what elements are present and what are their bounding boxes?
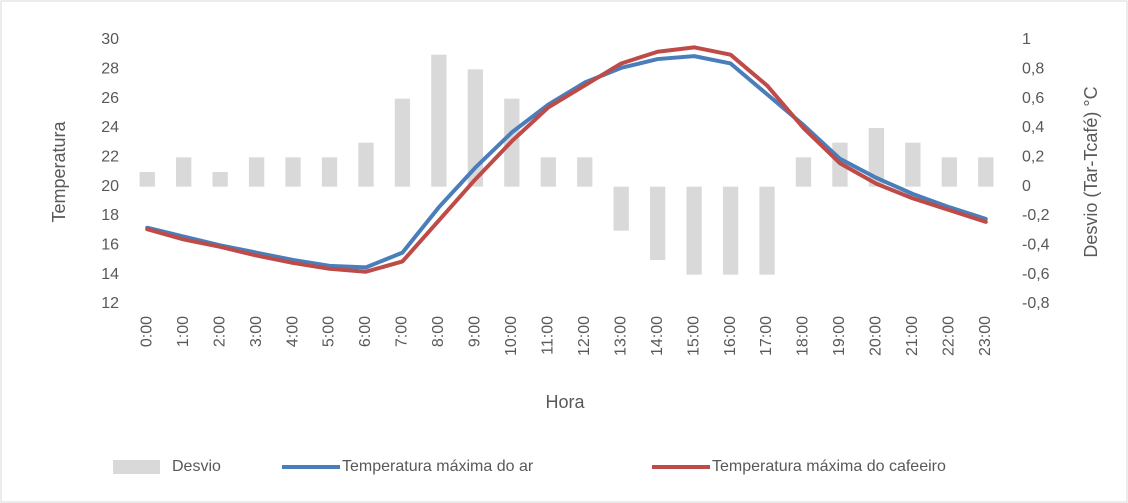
x-tick-label: 13:00	[612, 316, 629, 356]
bar	[358, 142, 374, 187]
x-tick-label: 0:00	[138, 316, 155, 347]
x-tick-label: 5:00	[321, 316, 338, 347]
y2-tick-label: -0,4	[1022, 237, 1050, 254]
bar	[285, 157, 301, 187]
bar	[649, 186, 666, 260]
bar	[577, 157, 593, 187]
x-tick-label: 15:00	[685, 316, 702, 356]
bar	[248, 157, 265, 187]
y-tick-label: 18	[101, 207, 119, 224]
x-tick-label: 16:00	[722, 316, 739, 356]
bar	[759, 186, 775, 275]
y2-tick-label: 0,8	[1022, 61, 1044, 78]
x-axis-label: Hora	[545, 392, 585, 412]
bar	[941, 157, 957, 187]
x-tick-label: 21:00	[904, 316, 921, 356]
y-tick-label: 26	[101, 90, 119, 107]
x-tick-label: 18:00	[795, 316, 812, 356]
x-tick-label: 10:00	[503, 316, 520, 356]
bar	[686, 186, 702, 275]
bar	[795, 157, 812, 187]
y2-tick-label: 0,6	[1022, 90, 1044, 107]
y-tick-label: 14	[101, 266, 119, 283]
bar	[868, 128, 885, 187]
y-axis-label: Temperatura	[49, 120, 69, 222]
bar	[722, 186, 739, 275]
y-tick-label: 24	[101, 119, 119, 136]
y2-tick-label: 0,2	[1022, 149, 1044, 166]
legend-swatch	[113, 460, 160, 474]
line	[145, 54, 988, 270]
y2-tick-label: 1	[1022, 31, 1031, 48]
x-tick-label: 17:00	[758, 316, 775, 356]
x-tick-label: 14:00	[649, 316, 666, 356]
line	[145, 45, 988, 274]
bar	[139, 172, 155, 187]
x-tick-label: 4:00	[284, 316, 301, 347]
legend-label: Desvio	[172, 458, 221, 475]
bar	[613, 186, 629, 231]
x-tick-label: 1:00	[175, 316, 192, 347]
y2-tick-label: -0,6	[1022, 266, 1050, 283]
x-tick-label: 12:00	[576, 316, 593, 356]
y-tick-label: 28	[101, 61, 119, 78]
bar	[176, 157, 192, 187]
bar	[212, 172, 228, 187]
bar	[540, 157, 556, 187]
bar	[905, 142, 921, 187]
y2-tick-label: 0,4	[1022, 119, 1044, 136]
x-tick-label: 8:00	[430, 316, 447, 347]
x-tick-label: 11:00	[539, 316, 556, 355]
x-tick-label: 20:00	[868, 316, 885, 356]
y-tick-label: 12	[101, 295, 119, 312]
y2-tick-label: -0,2	[1022, 207, 1050, 224]
x-tick-label: 6:00	[357, 316, 374, 347]
y2-tick-label: -0,8	[1022, 295, 1050, 312]
bar	[431, 54, 447, 187]
bar	[394, 98, 411, 187]
bar	[978, 157, 994, 187]
x-tick-label: 19:00	[831, 316, 848, 356]
legend-label: Temperatura máxima do ar	[342, 458, 534, 475]
y-tick-label: 22	[101, 149, 119, 166]
x-tick-label: 23:00	[977, 316, 994, 356]
y2-axis-label: Desvio (Tar-Tcafé) °C	[1081, 86, 1101, 257]
bar	[321, 157, 338, 187]
bar	[467, 69, 484, 187]
x-tick-label: 7:00	[394, 316, 411, 347]
y-tick-label: 16	[101, 237, 119, 254]
y-tick-label: 20	[101, 178, 119, 195]
y-tick-label: 30	[101, 31, 119, 48]
x-tick-label: 22:00	[941, 316, 958, 356]
legend-label: Temperatura máxima do cafeeiro	[712, 458, 946, 475]
x-tick-label: 3:00	[248, 316, 265, 347]
x-tick-label: 9:00	[467, 316, 484, 347]
y2-tick-label: 0	[1022, 178, 1031, 195]
x-tick-label: 2:00	[211, 316, 228, 347]
